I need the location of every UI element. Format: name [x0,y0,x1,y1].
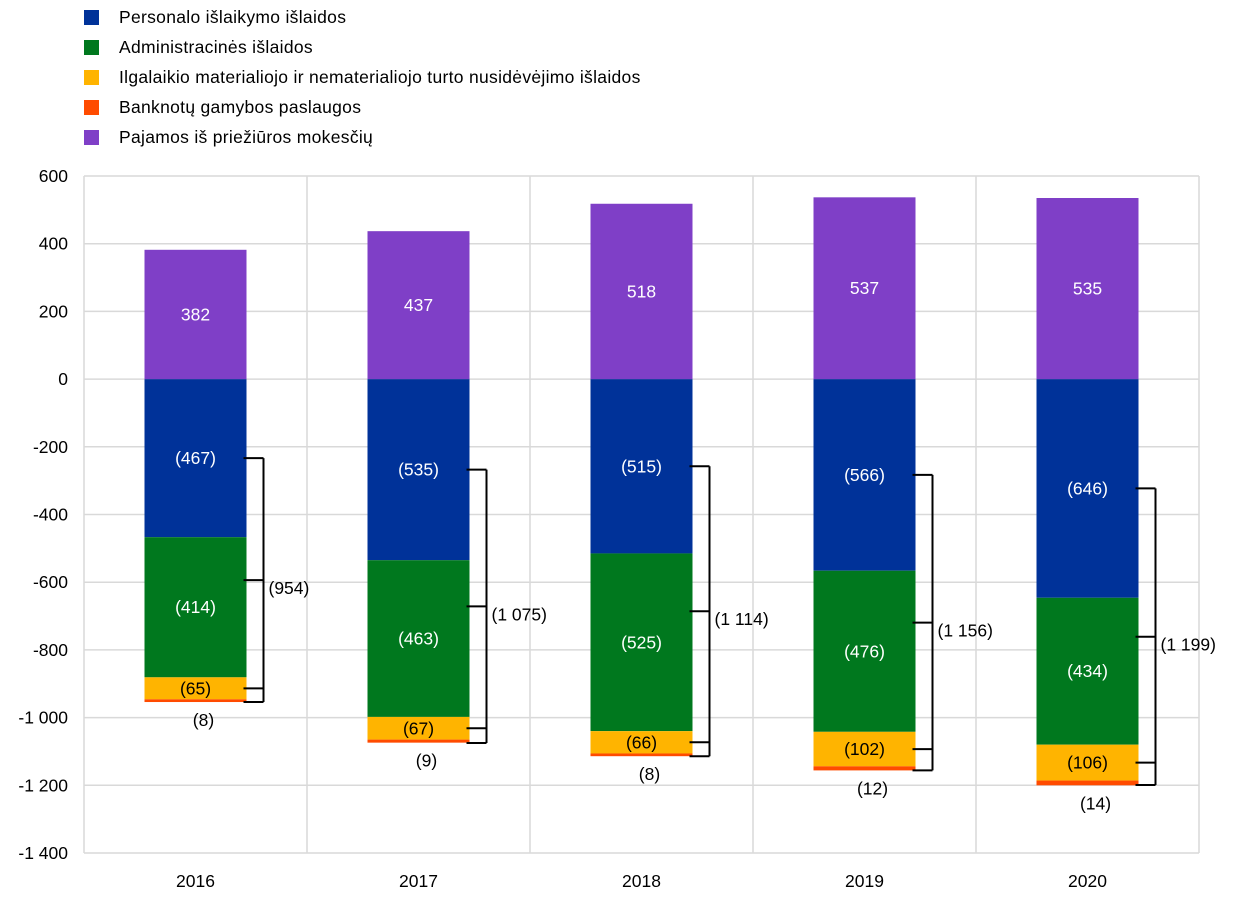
bar-segment [144,249,247,380]
data-label: (467) [175,448,216,468]
total-label: (1 114) [715,609,769,629]
bar-segment [590,731,693,754]
y-tick-label: -200 [33,437,68,457]
data-label: (67) [403,718,434,738]
total-label: (1 075) [492,604,547,624]
data-label: (566) [844,465,885,485]
data-label: 518 [627,281,656,301]
legend-item-supervisory-fees: Pajamos iš priežiūros mokesčių [84,122,641,152]
data-label: (14) [1080,793,1111,813]
bar-segment [590,203,693,380]
bar-segment [144,677,247,700]
y-tick-label: 600 [39,166,68,186]
data-label: (8) [193,710,214,730]
bar-segment [144,379,247,538]
x-tick-label: 2017 [399,871,438,891]
data-label: (434) [1067,661,1108,681]
y-tick-label: -1 400 [18,843,68,863]
y-tick-label: -800 [33,640,68,660]
bar-segment [813,379,916,571]
bar-segment [367,231,470,380]
y-tick-label: 200 [39,301,68,321]
data-label: (414) [175,597,216,617]
y-tick-label: -1 200 [18,775,68,795]
data-label: 537 [850,278,879,298]
legend-swatch [84,39,99,55]
bar-segment [1036,780,1139,786]
x-tick-label: 2019 [845,871,884,891]
bar-segment [590,379,693,554]
y-tick-label: 400 [39,234,68,254]
legend-swatch [84,69,99,85]
bar-segment [367,739,470,743]
chart-legend: Personalo išlaikymo išlaidos Administrac… [84,2,641,152]
y-tick-label: -600 [33,572,68,592]
legend-swatch [84,129,99,145]
data-label: (535) [398,460,439,480]
data-label: (8) [639,764,660,784]
data-label: 437 [404,295,433,315]
data-label: (66) [626,732,657,752]
legend-item-depreciation: Ilgalaikio materialiojo ir nematerialioj… [84,62,641,92]
legend-label: Ilgalaikio materialiojo ir nematerialioj… [119,66,641,87]
data-label: (65) [180,678,211,698]
bar-segment [590,753,693,757]
legend-item-banknote-production: Banknotų gamybos paslaugos [84,92,641,122]
bar-segment [367,379,470,561]
total-label: (1 156) [938,621,993,641]
bar-segment [367,716,470,740]
legend-item-personnel: Personalo išlaikymo išlaidos [84,2,641,32]
bar-segment [1036,198,1139,380]
legend-item-administrative: Administracinės išlaidos [84,32,641,62]
bar-segment [144,699,247,703]
data-label: (106) [1067,753,1108,773]
x-tick-label: 2016 [176,871,215,891]
legend-label: Pajamos iš priežiūros mokesčių [119,126,374,147]
data-label: (525) [621,632,662,652]
legend-swatch [84,99,99,115]
data-label: (12) [857,778,888,798]
data-label: (476) [844,641,885,661]
bar-segment [813,570,916,732]
bar-segment [813,766,916,771]
data-label: (9) [416,751,437,771]
data-label: (515) [621,456,662,476]
x-tick-label: 2020 [1068,871,1107,891]
legend-label: Administracinės išlaidos [119,36,313,57]
data-label: (102) [844,739,885,759]
legend-label: Personalo išlaikymo išlaidos [119,6,347,27]
total-label: (954) [269,578,310,598]
legend-label: Banknotų gamybos paslaugos [119,96,362,117]
bar-segment [1036,744,1139,781]
y-tick-label: -400 [33,505,68,525]
data-label: 382 [181,304,210,324]
bar-segment [813,731,916,767]
bar-segment [367,560,470,717]
bar-segment [144,537,247,678]
total-label: (1 199) [1161,635,1216,655]
bar-segment [1036,597,1139,745]
y-tick-label: 0 [58,369,68,389]
data-label: (646) [1067,478,1108,498]
bar-segment [813,197,916,380]
bar-segment [590,553,693,732]
data-label: 535 [1073,279,1102,299]
data-label: (463) [398,629,439,649]
y-tick-label: -1 000 [18,708,68,728]
bar-segment [1036,379,1139,598]
x-tick-label: 2018 [622,871,661,891]
legend-swatch [84,9,99,25]
